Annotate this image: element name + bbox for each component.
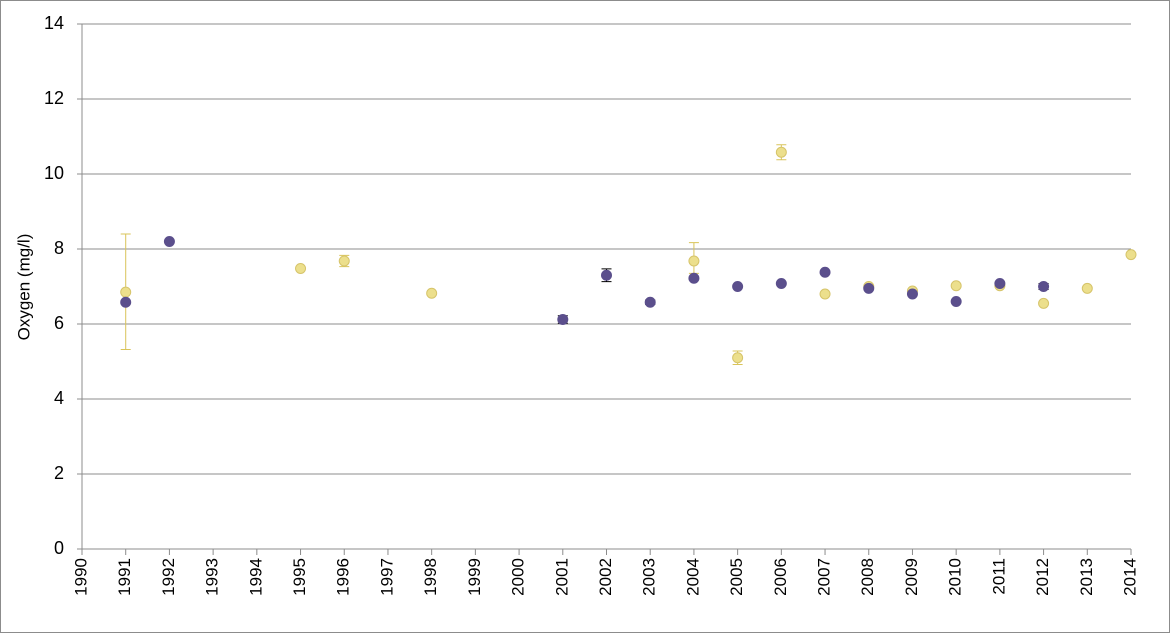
series-b-point	[120, 286, 132, 298]
series-b-point	[426, 287, 438, 299]
x-tick-label: 1991	[115, 558, 134, 596]
y-tick-label: 6	[54, 313, 64, 333]
y-tick-label: 10	[44, 163, 64, 183]
series-a-point	[775, 278, 787, 289]
series-b-point	[732, 352, 744, 364]
series-b-point	[338, 255, 350, 267]
series-b-point	[1081, 282, 1093, 294]
series-a-point	[120, 296, 132, 308]
y-tick-label: 12	[44, 88, 64, 108]
series-a-point	[601, 269, 612, 281]
series-b-point	[1038, 297, 1050, 309]
x-tick-label: 1996	[334, 558, 353, 596]
series-a-point	[906, 288, 918, 300]
series-b-point	[295, 263, 307, 274]
series-b-point	[950, 280, 962, 292]
gridlines	[82, 23, 1131, 475]
series-b-point	[819, 288, 831, 300]
x-tick-label: 2006	[771, 558, 790, 596]
x-tick-label: 2001	[552, 558, 571, 596]
y-tick-label: 8	[54, 238, 64, 258]
y-tick-label: 14	[44, 13, 64, 33]
x-tick-label: 2005	[727, 558, 746, 596]
y-tick-label: 2	[54, 463, 64, 483]
x-tick-label: 1998	[421, 558, 440, 596]
x-tick-label: 2008	[858, 558, 877, 596]
series-a-point	[688, 272, 700, 284]
x-tick-label: 2007	[815, 558, 834, 596]
x-tick-label: 1995	[290, 558, 309, 596]
y-tick-label: 0	[54, 538, 64, 558]
y-axis-title: Oxygen (mg/l)	[14, 234, 33, 341]
series-b-point	[775, 146, 787, 158]
series-b-point	[1125, 249, 1137, 261]
series-a-point	[644, 296, 656, 308]
x-tick-label: 1990	[71, 558, 90, 596]
series-a-point	[163, 236, 175, 247]
series-a-point	[863, 282, 875, 294]
y-tick-label: 4	[54, 388, 64, 408]
series-a-point	[557, 314, 569, 325]
x-tick-label: 1994	[246, 558, 265, 596]
error-bars	[120, 144, 1049, 365]
series-a-point	[1038, 281, 1050, 292]
x-tick-label: 2010	[946, 558, 965, 596]
x-tick-labels: 1990 1991 1992 1993 1994 1995 1996 1997 1998 1999…	[71, 558, 1139, 596]
x-tick-label: 2011	[989, 558, 1008, 595]
series-a-point	[994, 278, 1006, 289]
x-tick-label: 2013	[1077, 558, 1096, 596]
series-b-point	[688, 255, 700, 267]
x-tick-label: 1992	[159, 558, 178, 596]
x-tick-label: 2000	[509, 558, 528, 596]
x-tick-label: 2004	[683, 558, 702, 596]
data-points	[120, 146, 1137, 364]
x-tick-label: 1999	[465, 558, 484, 596]
x-tick-label: 2014	[1120, 558, 1139, 596]
x-tick-label: 1993	[203, 558, 222, 596]
x-tick-label: 1997	[377, 558, 396, 596]
x-tick-label: 2002	[596, 558, 615, 596]
series-a-point	[950, 296, 962, 307]
x-tick-label: 2012	[1033, 558, 1052, 596]
x-tick-label: 2009	[902, 558, 921, 596]
axes	[77, 23, 1132, 555]
x-tick-label: 2003	[640, 558, 659, 596]
series-a-point	[732, 281, 744, 292]
series-a-point	[819, 266, 831, 278]
y-tick-labels: 0 2 4 6 8 10 12 14	[44, 13, 64, 558]
